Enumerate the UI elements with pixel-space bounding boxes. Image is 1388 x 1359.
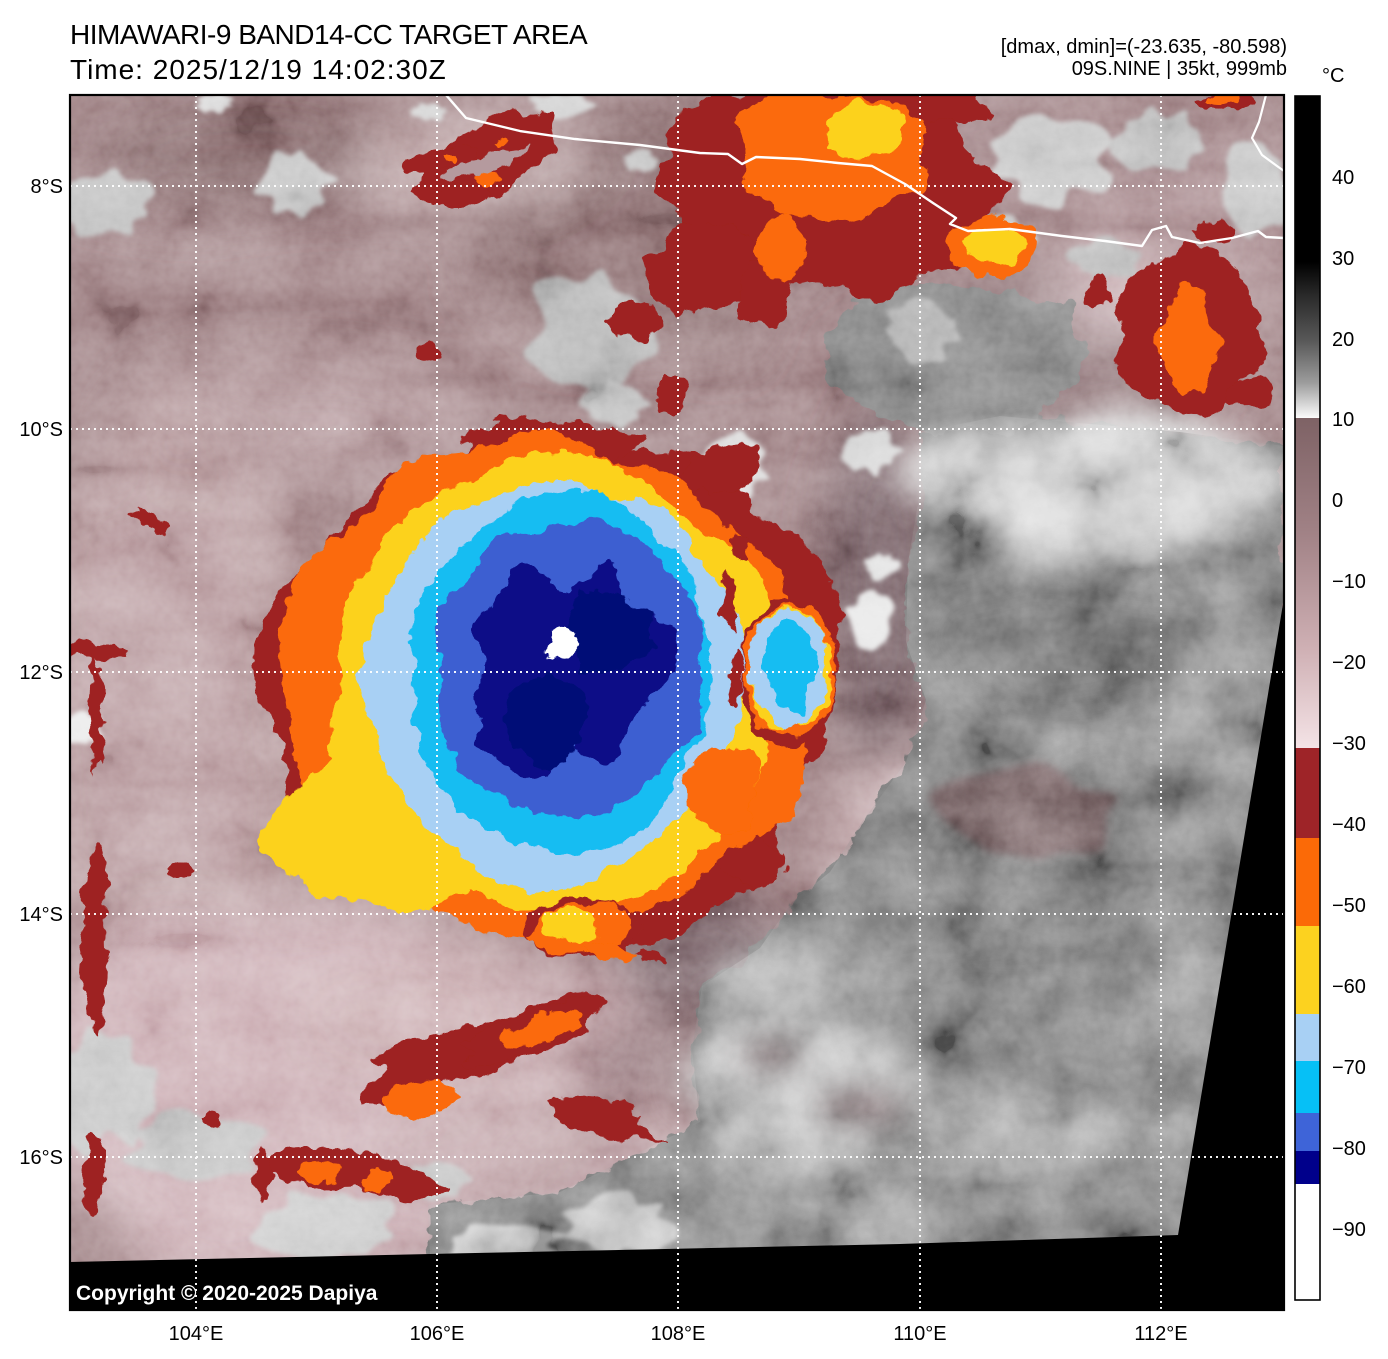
svg-text:16°S: 16°S — [19, 1147, 63, 1169]
svg-text:112°E: 112°E — [1134, 1323, 1187, 1345]
svg-text:−60: −60 — [1332, 976, 1366, 998]
svg-text:40: 40 — [1332, 167, 1354, 189]
svg-text:−10: −10 — [1332, 571, 1366, 593]
svg-text:14°S: 14°S — [19, 904, 63, 926]
svg-text:104°E: 104°E — [169, 1323, 224, 1345]
svg-text:106°E: 106°E — [410, 1323, 465, 1345]
svg-text:°C: °C — [1322, 65, 1344, 87]
svg-text:Copyright © 2020-2025 Dapiya: Copyright © 2020-2025 Dapiya — [76, 1282, 378, 1305]
svg-text:−40: −40 — [1332, 814, 1366, 836]
svg-text:Time: 2025/12/19 14:02:30Z: Time: 2025/12/19 14:02:30Z — [70, 54, 447, 85]
svg-text:−30: −30 — [1332, 733, 1366, 755]
svg-text:0: 0 — [1332, 490, 1343, 512]
svg-text:[dmax, dmin]=(-23.635, -80.598: [dmax, dmin]=(-23.635, -80.598) — [1001, 36, 1287, 58]
svg-text:20: 20 — [1332, 329, 1354, 351]
svg-text:−50: −50 — [1332, 895, 1366, 917]
svg-text:30: 30 — [1332, 248, 1354, 270]
svg-text:8°S: 8°S — [31, 176, 63, 198]
svg-text:−90: −90 — [1332, 1219, 1366, 1241]
svg-text:−80: −80 — [1332, 1138, 1366, 1160]
svg-text:10°S: 10°S — [19, 419, 63, 441]
svg-text:110°E: 110°E — [893, 1323, 946, 1345]
svg-text:12°S: 12°S — [19, 662, 63, 684]
svg-text:−20: −20 — [1332, 652, 1366, 674]
svg-text:09S.NINE | 35kt, 999mb: 09S.NINE | 35kt, 999mb — [1072, 58, 1287, 80]
svg-text:108°E: 108°E — [651, 1323, 706, 1345]
svg-text:HIMAWARI-9 BAND14-CC TARGET AR: HIMAWARI-9 BAND14-CC TARGET AREA — [70, 19, 588, 50]
svg-text:10: 10 — [1332, 409, 1354, 431]
svg-text:−70: −70 — [1332, 1057, 1366, 1079]
